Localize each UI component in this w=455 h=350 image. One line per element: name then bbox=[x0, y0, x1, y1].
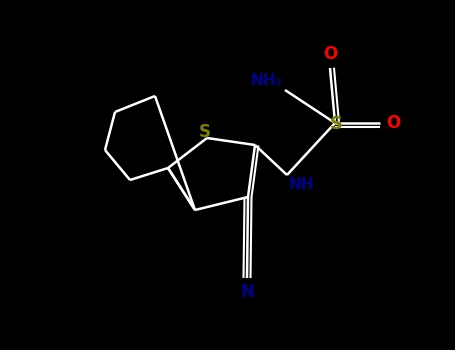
Text: S: S bbox=[329, 115, 343, 133]
Text: NH₂: NH₂ bbox=[251, 73, 283, 88]
Text: N: N bbox=[240, 283, 254, 301]
Text: NH: NH bbox=[289, 177, 314, 192]
Text: O: O bbox=[323, 45, 337, 63]
Text: S: S bbox=[199, 123, 211, 141]
Text: O: O bbox=[386, 114, 400, 132]
